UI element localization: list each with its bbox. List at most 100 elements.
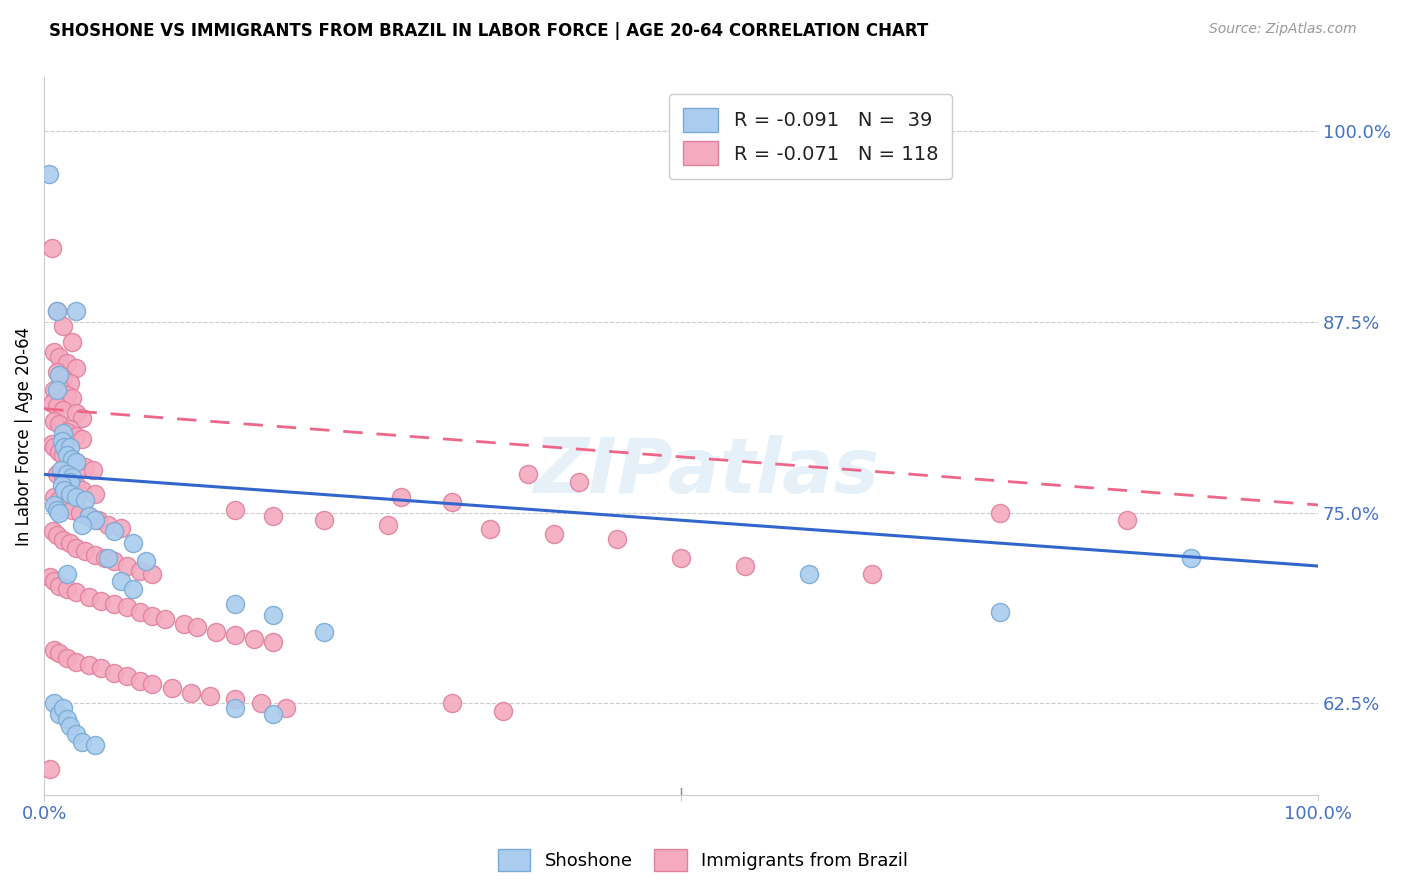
Point [1180, 551, 1202, 566]
Point [52, 403, 75, 417]
Point [72, 517, 94, 532]
Point [44, 574, 66, 589]
Y-axis label: In Labor Force | Age 20-64: In Labor Force | Age 20-64 [15, 326, 32, 546]
Point [60, 391, 83, 405]
Point [52, 470, 75, 484]
Point [38, 167, 60, 181]
Point [52, 701, 75, 715]
Point [1116, 513, 1139, 527]
Point [94, 551, 117, 566]
Point [479, 522, 502, 536]
Point [58, 440, 80, 454]
Point [84, 513, 107, 527]
Point [276, 701, 298, 715]
Point [41, 242, 63, 256]
Point [224, 502, 246, 516]
Point [44, 414, 66, 428]
Point [45, 502, 67, 516]
Point [243, 632, 266, 647]
Point [988, 605, 1011, 619]
Point [141, 566, 163, 581]
Text: Source: ZipAtlas.com: Source: ZipAtlas.com [1209, 22, 1357, 37]
Point [65, 455, 87, 469]
Point [262, 607, 284, 622]
Point [42, 524, 65, 538]
Point [224, 597, 246, 611]
Point [160, 681, 183, 696]
Point [224, 691, 246, 706]
Point [41, 437, 63, 451]
Point [60, 470, 83, 484]
Point [45, 365, 67, 379]
Point [110, 521, 132, 535]
Point [56, 388, 79, 402]
Point [72, 432, 94, 446]
Point [77, 508, 100, 523]
Point [65, 727, 87, 741]
Point [56, 356, 79, 370]
Point [45, 467, 67, 482]
Point [377, 517, 399, 532]
Point [517, 467, 540, 482]
Point [39, 570, 62, 584]
Point [65, 541, 87, 555]
Point [60, 502, 83, 516]
Point [797, 566, 820, 581]
Point [65, 429, 87, 443]
Text: SHOSHONE VS IMMIGRANTS FROM BRAZIL IN LABOR FORCE | AGE 20-64 CORRELATION CHART: SHOSHONE VS IMMIGRANTS FROM BRAZIL IN LA… [49, 22, 928, 40]
Point [669, 551, 692, 566]
Point [53, 440, 76, 454]
Point [56, 467, 79, 482]
Point [103, 554, 125, 568]
Point [48, 646, 70, 660]
Point [734, 559, 756, 574]
Point [73, 459, 96, 474]
Point [440, 697, 463, 711]
Point [44, 498, 66, 512]
Point [128, 564, 150, 578]
Point [58, 475, 80, 489]
Point [115, 600, 138, 615]
Point [58, 487, 80, 501]
Point [135, 554, 157, 568]
Point [115, 559, 138, 574]
Point [45, 399, 67, 413]
Point [110, 574, 132, 589]
Point [48, 350, 70, 364]
Point [988, 506, 1011, 520]
Point [103, 524, 125, 538]
Point [69, 506, 91, 520]
Point [56, 650, 79, 665]
Point [77, 658, 100, 673]
Point [48, 579, 70, 593]
Point [65, 455, 87, 469]
Point [58, 422, 80, 436]
Point [115, 669, 138, 683]
Point [56, 712, 79, 726]
Point [72, 734, 94, 748]
Point [48, 380, 70, 394]
Point [44, 491, 66, 505]
Point [58, 475, 80, 489]
Point [84, 549, 107, 563]
Point [44, 697, 66, 711]
Point [77, 590, 100, 604]
Point [128, 605, 150, 619]
Point [262, 707, 284, 722]
Point [314, 624, 336, 639]
Point [48, 707, 70, 722]
Point [52, 533, 75, 547]
Point [128, 673, 150, 688]
Legend: Shoshone, Immigrants from Brazil: Shoshone, Immigrants from Brazil [491, 842, 915, 879]
Point [45, 528, 67, 542]
Point [543, 527, 565, 541]
Point [84, 738, 107, 752]
Point [49, 463, 72, 477]
Point [56, 566, 79, 581]
Point [58, 376, 80, 390]
Point [97, 551, 120, 566]
Point [65, 655, 87, 669]
Point [65, 585, 87, 599]
Point [53, 483, 76, 497]
Point [141, 609, 163, 624]
